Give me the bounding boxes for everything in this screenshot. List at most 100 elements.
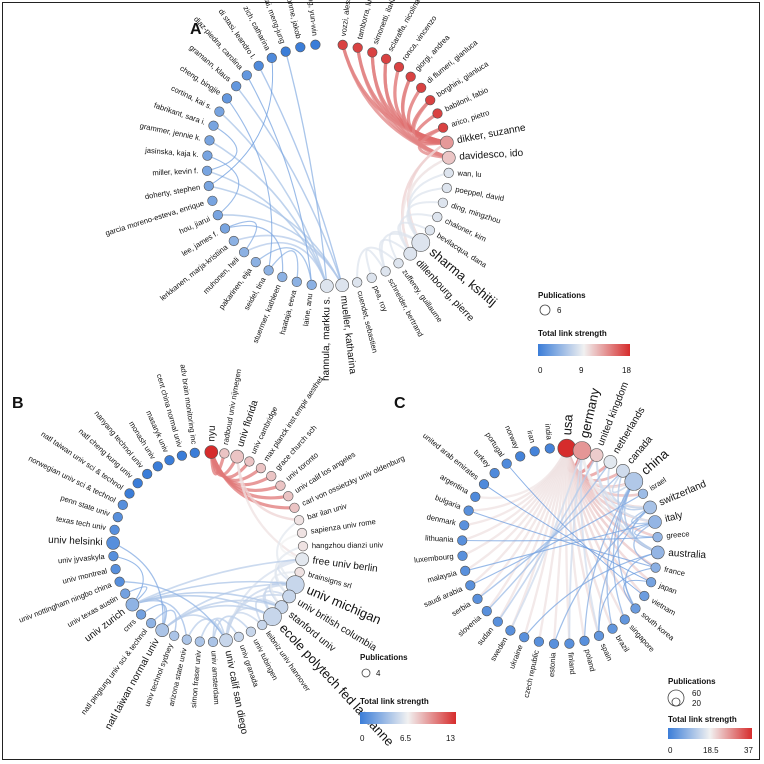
- node-circle-ronca-vincenzo[interactable]: [393, 61, 405, 73]
- node-spain[interactable]: spain: [593, 630, 614, 662]
- node-circle-univ-calif-san-diego[interactable]: [219, 633, 233, 648]
- node-circle-univ-zurich[interactable]: [125, 597, 140, 612]
- node-doherty-stephen[interactable]: doherty, stephen: [144, 180, 214, 201]
- node-circle-davidesco-ido[interactable]: [441, 150, 456, 165]
- node-circle-norwegian-univ-sci-technol[interactable]: [117, 499, 128, 511]
- node-circle-pakarinen-eija[interactable]: [250, 257, 261, 268]
- node-circle-finland[interactable]: [564, 638, 575, 649]
- node-vozzi-alessia[interactable]: vozzi, alessia: [337, 0, 353, 51]
- node-circle-poland[interactable]: [579, 635, 590, 647]
- node-bulgaria[interactable]: bulgaria: [434, 493, 474, 516]
- node-circle-free-univ-berlin[interactable]: [295, 552, 310, 567]
- node-circle-adv-brain-monitoring-inc[interactable]: [189, 447, 200, 459]
- node-circle-sapienza-univ-rome[interactable]: [296, 527, 308, 539]
- node-circle-garcia-moreno-esteva-enrique[interactable]: [207, 195, 218, 206]
- node-circle-lithuania[interactable]: [457, 535, 468, 546]
- node-circle-spain[interactable]: [593, 630, 605, 642]
- node-circle-estonia[interactable]: [548, 638, 560, 649]
- node-hannula-markku-s[interactable]: hannula, markku s.: [320, 279, 334, 382]
- node-davidesco-ido[interactable]: davidesco, ido: [441, 148, 524, 165]
- node-circle-schneider-bertrand[interactable]: [380, 266, 391, 277]
- node-univ-helsinki[interactable]: univ helsinki: [48, 535, 120, 550]
- node-circle-canada[interactable]: [616, 463, 630, 478]
- node-hangzhou-dianzi-univ[interactable]: hangzhou dianzi univ: [297, 540, 383, 552]
- node-circle-univ-british-columbia[interactable]: [282, 589, 297, 604]
- node-circle-ecole-polytech-fed-lausanne[interactable]: [263, 607, 282, 627]
- node-circle-grammer-jennie-k[interactable]: [204, 135, 215, 146]
- node-circle-turkey[interactable]: [489, 468, 500, 479]
- node-circle-huang-yun-win[interactable]: [310, 39, 321, 50]
- node-circle-giorgi-andrea[interactable]: [405, 71, 416, 82]
- node-circle-saudi-arabia[interactable]: [465, 580, 476, 591]
- node-circle-hou-jiarui[interactable]: [212, 210, 223, 221]
- node-circle-united-arab-emirates[interactable]: [478, 479, 490, 490]
- node-denmark[interactable]: denmark: [426, 512, 470, 531]
- node-circle-simonetti-ilaria[interactable]: [367, 47, 378, 58]
- node-simon-fraser-univ[interactable]: simon fraser univ: [189, 636, 205, 709]
- node-circle-univ-tubingen[interactable]: [245, 626, 256, 637]
- node-australia[interactable]: australia: [650, 545, 707, 561]
- node-haataja-eeva[interactable]: haataja, eeva: [278, 276, 302, 335]
- node-circle-babiloni-fabio[interactable]: [432, 108, 443, 119]
- node-circle-univ-helsinki[interactable]: [106, 536, 120, 550]
- node-circle-sweden[interactable]: [505, 625, 516, 636]
- node-circle-univ-texas-austin[interactable]: [120, 588, 131, 599]
- node-huang-yun-win[interactable]: huang, yun-win: [305, 0, 321, 50]
- node-circle-france[interactable]: [650, 562, 661, 573]
- node-circle-di-stasi-leandro-l[interactable]: [253, 60, 264, 71]
- node-circle-india[interactable]: [544, 443, 555, 454]
- node-circle-univ-florida[interactable]: [230, 449, 244, 464]
- node-circle-israel[interactable]: [637, 488, 649, 499]
- node-circle-mueller-katharina[interactable]: [335, 278, 350, 293]
- node-circle-univ-montreal[interactable]: [110, 563, 121, 575]
- node-circle-cnrs[interactable]: [136, 609, 147, 620]
- node-circle-muhonen-heli[interactable]: [239, 247, 250, 258]
- node-circle-sudan[interactable]: [492, 616, 503, 627]
- node-circle-lee-james-f[interactable]: [219, 223, 231, 234]
- node-circle-slovenia[interactable]: [481, 605, 492, 617]
- node-circle-hangzhou-dianzi-univ[interactable]: [297, 541, 309, 552]
- node-circle-carl-von-ossietzky-univ-oldenburg[interactable]: [289, 502, 300, 513]
- node-circle-lerkkanen-marja-kristiina[interactable]: [228, 235, 239, 247]
- node-circle-brazil[interactable]: [607, 623, 618, 634]
- node-lithuania[interactable]: lithuania: [425, 533, 468, 546]
- node-circle-bar-ilan-univ[interactable]: [294, 515, 305, 526]
- node-circle-norway[interactable]: [515, 451, 526, 462]
- node-texas-tech-univ[interactable]: texas tech univ: [55, 514, 120, 535]
- node-jasinska-kaja-k[interactable]: jasinska, kaja k.: [144, 146, 213, 161]
- node-luxembourg[interactable]: luxembourg: [414, 550, 468, 565]
- node-italy[interactable]: italy: [648, 510, 684, 529]
- node-circle-iran[interactable]: [529, 446, 540, 457]
- node-poeppel-david[interactable]: poeppel, david: [441, 182, 505, 203]
- node-circle-laine-anu[interactable]: [306, 279, 317, 291]
- node-circle-greece[interactable]: [652, 531, 663, 543]
- node-circle-argentina[interactable]: [470, 491, 481, 502]
- node-circle-cuendet-sebastien[interactable]: [352, 277, 363, 288]
- node-nyu[interactable]: nyu: [204, 425, 219, 459]
- node-japan[interactable]: japan: [645, 577, 678, 596]
- node-circle-penn-state-univ[interactable]: [112, 511, 123, 523]
- node-circle-luxembourg[interactable]: [457, 550, 468, 561]
- node-circle-univ-toronto[interactable]: [275, 480, 286, 491]
- node-wan-lu[interactable]: wan, lu: [443, 167, 482, 179]
- node-circle-zufferey-guillaume[interactable]: [393, 258, 404, 269]
- node-circle-bevilacqua-dana[interactable]: [424, 225, 436, 236]
- node-circle-monash-univ[interactable]: [152, 461, 163, 472]
- node-circle-bulgaria[interactable]: [463, 505, 474, 516]
- node-circle-fabrikant-sara-i[interactable]: [208, 120, 219, 131]
- node-circle-radboud-univ-nijmegen[interactable]: [219, 448, 230, 459]
- node-circle-south-korea[interactable]: [630, 603, 641, 614]
- node-circle-natl-pingtung-univ-sci-technol[interactable]: [146, 617, 157, 629]
- node-circle-natl-taiwan-normal-univ[interactable]: [155, 623, 169, 638]
- node-tamborra-luca[interactable]: tamborra, luca: [352, 0, 376, 53]
- node-ecole-polytech-fed-lausanne[interactable]: ecole polytech fed lausanne: [263, 607, 398, 749]
- node-greece[interactable]: greece: [652, 529, 690, 543]
- node-circle-max-planck-inst-empir-aesthet[interactable]: [255, 463, 267, 474]
- node-circle-doherty-stephen[interactable]: [203, 180, 214, 192]
- node-circle-ohme-jakob[interactable]: [295, 42, 306, 53]
- node-circle-masaryk-univ[interactable]: [164, 455, 175, 466]
- node-circle-dillenbourg-pierre[interactable]: [403, 246, 418, 261]
- node-circle-arizona-state-univ[interactable]: [181, 634, 192, 645]
- node-ukraine[interactable]: ukraine: [507, 632, 530, 670]
- node-circle-pea-roy[interactable]: [366, 272, 377, 283]
